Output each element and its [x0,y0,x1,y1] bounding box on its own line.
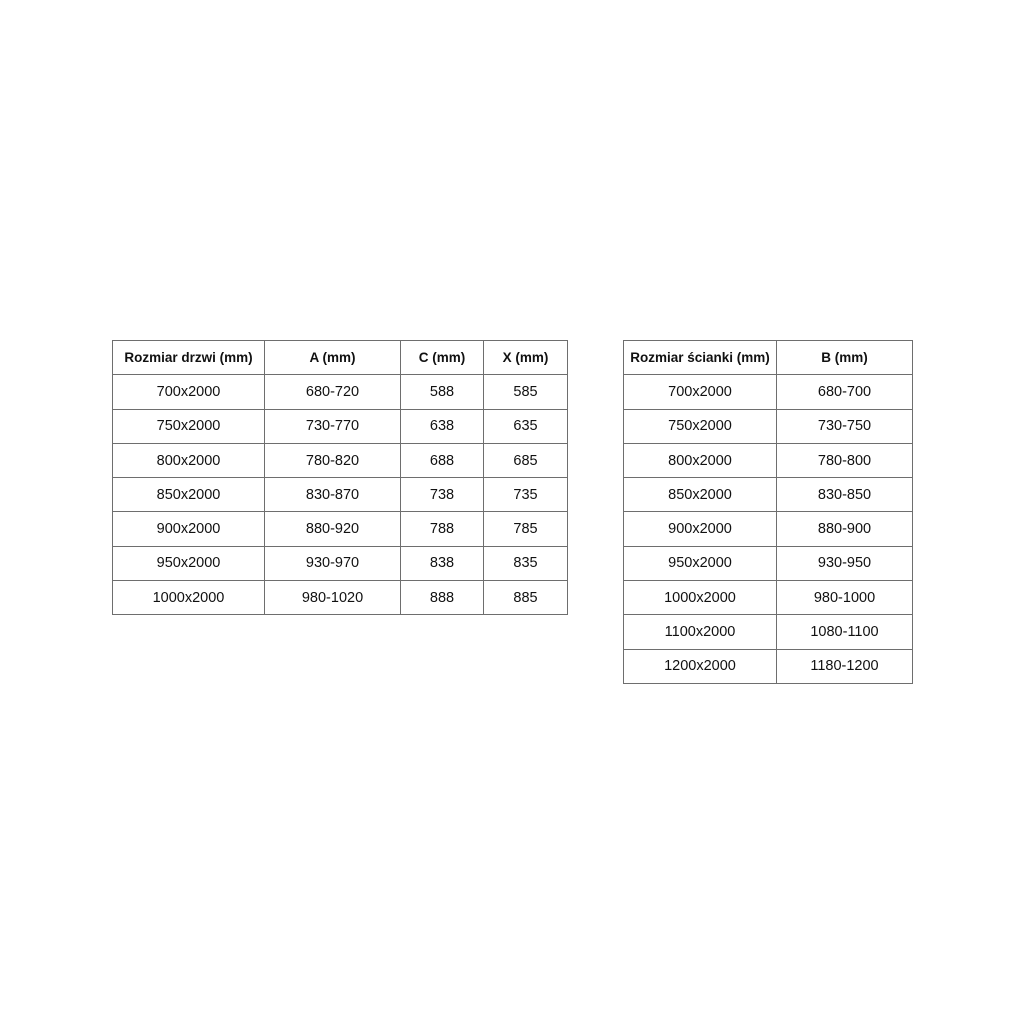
table-cell: 950x2000 [623,545,777,582]
table-cell: 700x2000 [623,374,777,410]
table-cell: 835 [483,545,568,582]
column-header: Rozmiar ścianki (mm) [623,339,777,376]
table-row: 700x2000 680-700 [623,374,913,410]
table-cell: 780-800 [776,442,913,479]
table-cell: 980-1000 [776,580,913,616]
table-cell: 980-1020 [264,580,401,616]
table-cell: 685 [483,442,568,479]
table-header-row: Rozmiar drzwi (mm) A (mm) C (mm) X (mm) [112,339,568,376]
table-cell: 688 [400,442,484,479]
column-header: B (mm) [776,339,913,376]
table-cell: 730-770 [264,408,401,444]
table-cell: 1100x2000 [623,614,777,650]
table-cell: 1180-1200 [776,648,913,684]
table-cell: 700x2000 [112,374,265,410]
table-header-row: Rozmiar ścianki (mm) B (mm) [623,339,913,376]
column-header: A (mm) [264,339,401,376]
table-cell: 930-970 [264,545,401,582]
table-cell: 638 [400,408,484,444]
table-row: 900x2000 880-920 788 785 [112,511,568,547]
table-cell: 1000x2000 [623,580,777,616]
table-cell: 838 [400,545,484,582]
wall-size-table: Rozmiar ścianki (mm) B (mm) 700x2000 680-7… [623,339,913,684]
table-row: 700x2000 680-720 588 585 [112,374,568,410]
table-row: 1200x2000 1180-1200 [623,648,913,684]
table-cell: 635 [483,408,568,444]
table-row: 1100x2000 1080-1100 [623,614,913,650]
table-cell: 885 [483,580,568,616]
table-cell: 680-720 [264,374,401,410]
table-row: 800x2000 780-800 [623,442,913,479]
table-cell: 888 [400,580,484,616]
table-cell: 585 [483,374,568,410]
table-cell: 830-850 [776,477,913,513]
table-cell: 950x2000 [112,545,265,582]
table-cell: 900x2000 [623,511,777,547]
table-cell: 880-920 [264,511,401,547]
table-cell: 750x2000 [623,408,777,444]
table-row: 750x2000 730-770 638 635 [112,408,568,444]
table-cell: 830-870 [264,477,401,513]
table-cell: 680-700 [776,374,913,410]
table-cell: 800x2000 [112,442,265,479]
table-cell: 785 [483,511,568,547]
table-cell: 788 [400,511,484,547]
column-header: Rozmiar drzwi (mm) [112,339,265,376]
table-row: 800x2000 780-820 688 685 [112,442,568,479]
table-row: 1000x2000 980-1000 [623,580,913,616]
table-cell: 750x2000 [112,408,265,444]
table-row: 950x2000 930-950 [623,545,913,582]
table-cell: 800x2000 [623,442,777,479]
table-cell: 730-750 [776,408,913,444]
table-cell: 850x2000 [112,477,265,513]
table-cell: 1080-1100 [776,614,913,650]
table-cell: 850x2000 [623,477,777,513]
table-row: 900x2000 880-900 [623,511,913,547]
table-row: 850x2000 830-850 [623,477,913,513]
table-cell: 1000x2000 [112,580,265,616]
table-row: 850x2000 830-870 738 735 [112,477,568,513]
table-cell: 930-950 [776,545,913,582]
table-cell: 738 [400,477,484,513]
table-row: 750x2000 730-750 [623,408,913,444]
table-cell: 900x2000 [112,511,265,547]
door-size-table: Rozmiar drzwi (mm) A (mm) C (mm) X (mm) 700… [112,339,568,616]
table-cell: 735 [483,477,568,513]
table-cell: 780-820 [264,442,401,479]
table-row: 1000x2000 980-1020 888 885 [112,580,568,616]
table-cell: 1200x2000 [623,648,777,684]
table-cell: 588 [400,374,484,410]
column-header: X (mm) [483,339,568,376]
table-cell: 880-900 [776,511,913,547]
column-header: C (mm) [400,339,484,376]
table-row: 950x2000 930-970 838 835 [112,545,568,582]
